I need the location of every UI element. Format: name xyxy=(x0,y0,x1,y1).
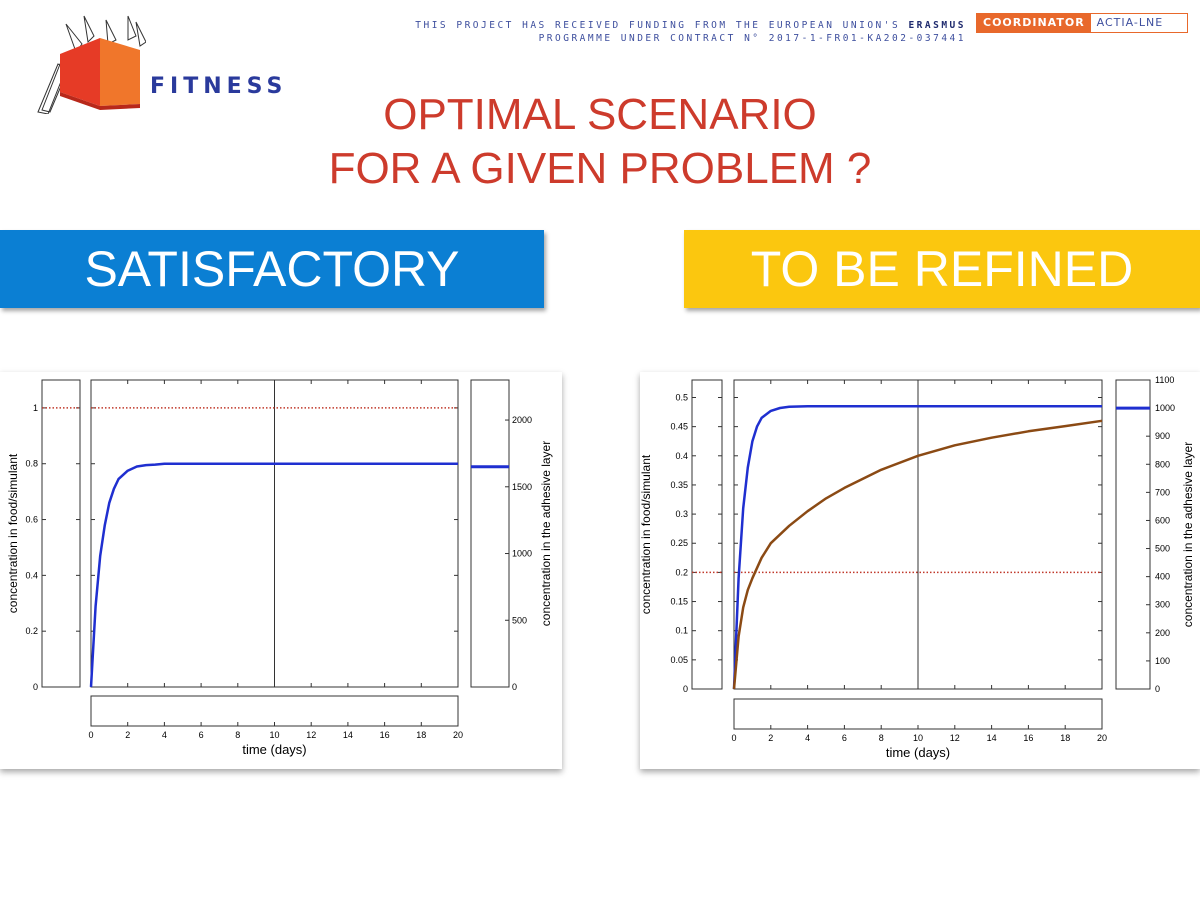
y-right-tick-label: 700 xyxy=(1155,487,1170,497)
y-tick-label: 0.45 xyxy=(670,422,688,432)
x-tick-label: 14 xyxy=(343,730,353,740)
y-right-tick-label: 400 xyxy=(1155,572,1170,582)
x-tick-label: 8 xyxy=(879,733,884,743)
y-tick-label: 0 xyxy=(33,682,38,692)
y-right-axis-label: concentration in the adhesive layer xyxy=(1181,442,1195,627)
banner-to-be-refined: TO BE REFINED xyxy=(684,230,1200,308)
coordinator-label: COORDINATOR xyxy=(977,14,1091,32)
x-axis-label: time (days) xyxy=(242,742,306,757)
y-right-tick-label: 600 xyxy=(1155,515,1170,525)
series-line-1 xyxy=(89,462,458,688)
x-tick-label: 20 xyxy=(453,730,463,740)
x-tick-label: 2 xyxy=(768,733,773,743)
x-tick-label: 12 xyxy=(950,733,960,743)
slide-title-line1: OPTIMAL SCENARIO xyxy=(383,90,817,139)
chart-satisfactory-panel: 0 0.2 0.4 0.6 0.8 1 0 500 1000 1500 2000 0 2 4 6 8 10 12 1… xyxy=(0,372,562,769)
y-tick-label: 0.2 xyxy=(25,626,38,636)
y-tick-label: 0.5 xyxy=(675,392,688,402)
y-tick-label: 1 xyxy=(33,403,38,413)
y-right-tick-label: 1100 xyxy=(1155,375,1174,385)
series-line-1 xyxy=(732,404,1102,690)
y-right-tick-label: 800 xyxy=(1155,459,1170,469)
x-tick-label: 6 xyxy=(199,730,204,740)
funding-line2: PROGRAMME UNDER CONTRACT N° 2017-1-FR01-… xyxy=(538,33,966,44)
y-tick-label: 0 xyxy=(683,684,688,694)
coordinator-badge: COORDINATOR ACTIA-LNE xyxy=(976,13,1188,33)
banner-satisfactory: SATISFACTORY xyxy=(0,230,544,308)
y-tick-label: 0.6 xyxy=(25,515,38,525)
x-tick-label: 10 xyxy=(269,730,279,740)
book-logo-icon xyxy=(37,15,147,115)
logo-text: FITNESS xyxy=(150,74,288,99)
y-tick-label: 0.4 xyxy=(25,570,38,580)
y-tick-label: 0.15 xyxy=(670,597,688,607)
y-right-tick-label: 0 xyxy=(512,682,517,692)
right-side-axes xyxy=(470,379,510,688)
bottom-axes xyxy=(90,695,459,727)
funding-line1-bold: ERASMUS xyxy=(908,20,966,31)
y-right-tick-label: 500 xyxy=(1155,544,1170,554)
x-tick-label: 4 xyxy=(162,730,167,740)
x-tick-label: 6 xyxy=(842,733,847,743)
x-tick-label: 8 xyxy=(235,730,240,740)
chart-to-be-refined-panel: 0 0.05 0.1 0.15 0.2 0.25 0.3 0.35 0.4 0.45 0.5 0 100… xyxy=(639,372,1200,769)
x-tick-label: 14 xyxy=(987,733,997,743)
chart-to-be-refined: 00.050.10.150.20.250.30.350.40.450.50100… xyxy=(639,375,1195,760)
x-tick-label: 18 xyxy=(1060,733,1070,743)
y-tick-label: 0.8 xyxy=(25,459,38,469)
y-tick-label: 0.35 xyxy=(670,480,688,490)
y-right-tick-label: 1000 xyxy=(1155,403,1175,413)
funding-notice: THIS PROJECT HAS RECEIVED FUNDING FROM T… xyxy=(415,19,966,45)
series-line-2 xyxy=(732,419,1103,690)
coordinator-name: ACTIA-LNE xyxy=(1090,14,1170,32)
y-tick-label: 0.05 xyxy=(670,655,688,665)
y-right-tick-label: 200 xyxy=(1155,628,1170,638)
x-tick-label: 20 xyxy=(1097,733,1107,743)
left-side-axes xyxy=(41,379,81,688)
slide-title-line2: FOR A GIVEN PROBLEM ? xyxy=(328,144,872,193)
x-tick-label: 0 xyxy=(88,730,93,740)
bottom-axes xyxy=(733,698,1103,730)
y-axis-label: concentration in food/simulant xyxy=(6,453,20,613)
x-tick-label: 0 xyxy=(731,733,736,743)
x-tick-label: 12 xyxy=(306,730,316,740)
fitness-logo: FITNESS xyxy=(36,14,282,115)
x-axis-label: time (days) xyxy=(886,745,950,760)
y-tick-label: 0.25 xyxy=(670,538,688,548)
y-right-tick-label: 300 xyxy=(1155,600,1170,610)
y-right-tick-label: 1000 xyxy=(512,549,532,559)
x-tick-label: 2 xyxy=(125,730,130,740)
y-tick-label: 0.3 xyxy=(675,509,688,519)
y-right-tick-label: 500 xyxy=(512,615,527,625)
y-axis-label: concentration in food/simulant xyxy=(640,454,653,614)
y-right-tick-label: 900 xyxy=(1155,431,1170,441)
y-right-axis-label: concentration in the adhesive layer xyxy=(539,441,553,626)
y-right-tick-label: 0 xyxy=(1155,684,1160,694)
y-right-tick-label: 100 xyxy=(1155,656,1170,666)
y-tick-label: 0.2 xyxy=(675,567,688,577)
right-side-axes xyxy=(1115,379,1151,690)
x-tick-label: 10 xyxy=(913,733,923,743)
x-tick-label: 18 xyxy=(416,730,426,740)
y-tick-label: 0.1 xyxy=(675,626,688,636)
slide-title: OPTIMAL SCENARIO FOR A GIVEN PROBLEM ? xyxy=(0,88,1200,196)
y-tick-label: 0.4 xyxy=(675,451,688,461)
y-right-tick-label: 1500 xyxy=(512,482,532,492)
x-tick-label: 16 xyxy=(1023,733,1033,743)
funding-line1: THIS PROJECT HAS RECEIVED FUNDING FROM T… xyxy=(415,20,901,31)
x-tick-label: 4 xyxy=(805,733,810,743)
x-tick-label: 16 xyxy=(380,730,390,740)
left-side-axes xyxy=(691,379,723,690)
y-right-tick-label: 2000 xyxy=(512,415,532,425)
